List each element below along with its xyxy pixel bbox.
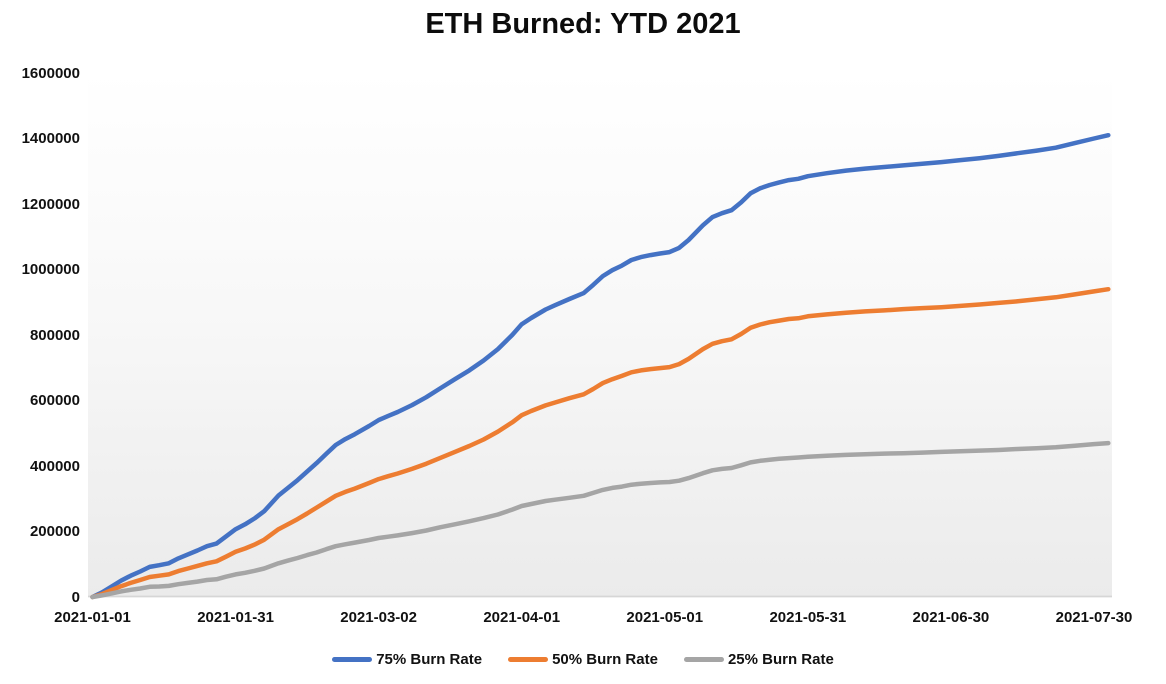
- plot-background: [88, 71, 1112, 597]
- series-line-50-burn-rate: [90, 286, 1111, 600]
- legend-label-50-burn-rate: 50% Burn Rate: [552, 651, 658, 668]
- x-axis-tick-label: 2021-03-02: [340, 609, 417, 626]
- legend-label-25-burn-rate: 25% Burn Rate: [727, 651, 834, 668]
- legend: 75% Burn Rate 50% Burn Rate 25% Burn Rate: [0, 651, 1166, 668]
- legend-item-25-burn-rate: 25% Burn Rate: [683, 651, 834, 668]
- y-axis-tick-label: 400000: [29, 457, 80, 475]
- legend-item-75-burn-rate: 75% Burn Rate: [332, 651, 482, 668]
- legend-item-50-burn-rate: 50% Burn Rate: [508, 651, 658, 668]
- x-axis-tick-label: 2021-04-01: [483, 609, 561, 626]
- legend-line-swatch-25-burn-rate: [683, 657, 724, 662]
- x-axis-tick-label: 2021-01-31: [197, 609, 274, 626]
- y-axis-tick-label: 1600000: [21, 64, 80, 82]
- y-axis-tick-label: 1200000: [21, 195, 80, 213]
- legend-line-swatch-50-burn-rate: [508, 657, 549, 662]
- y-axis-tick-label: 1000000: [21, 261, 80, 278]
- y-axis-tick-label: 0: [71, 588, 80, 606]
- x-axis-tick-label: 2021-06-30: [912, 609, 990, 626]
- chart-title: ETH Burned: YTD 2021: [425, 8, 741, 40]
- x-axis-tick-label: 2021-01-01: [54, 609, 131, 626]
- x-axis-tick-label: 2021-05-01: [626, 609, 704, 626]
- series-lines: [90, 132, 1111, 600]
- legend-line-swatch-75-burn-rate: [332, 657, 373, 662]
- y-axis-tick-label: 600000: [29, 392, 80, 409]
- y-axis-tick-label: 1400000: [21, 130, 80, 147]
- series-line-75-burn-rate: [90, 132, 1111, 600]
- x-axis-tick-label: 2021-07-30: [1055, 609, 1133, 626]
- legend-label-75-burn-rate: 75% Burn Rate: [376, 651, 483, 668]
- y-axis-tick-label: 200000: [29, 523, 80, 540]
- series-line-25-burn-rate: [90, 440, 1111, 600]
- y-axis-tick-label: 800000: [29, 326, 80, 344]
- x-axis-tick-label: 2021-05-31: [769, 609, 847, 626]
